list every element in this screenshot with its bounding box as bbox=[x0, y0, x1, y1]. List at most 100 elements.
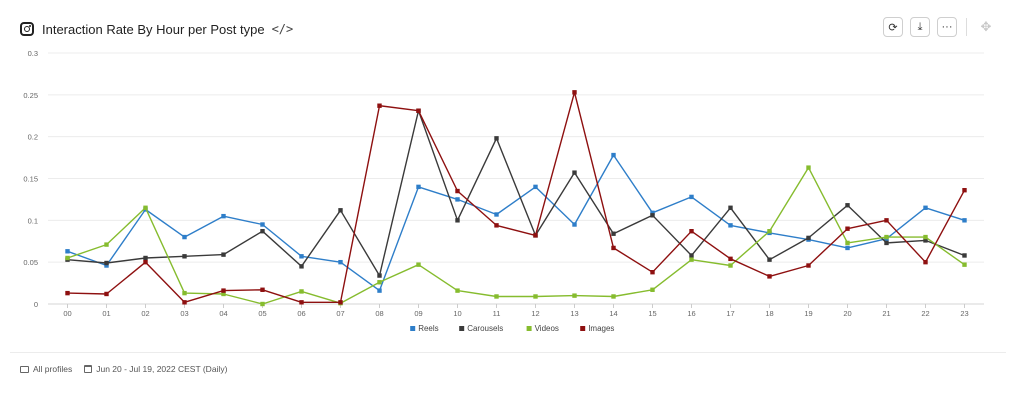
data-point[interactable] bbox=[611, 152, 616, 158]
data-point[interactable] bbox=[455, 188, 460, 194]
legend-item[interactable]: Images bbox=[580, 324, 614, 333]
data-point[interactable] bbox=[689, 253, 694, 258]
data-point[interactable] bbox=[65, 255, 70, 261]
data-point[interactable] bbox=[416, 108, 421, 113]
data-point[interactable] bbox=[533, 294, 538, 299]
data-point[interactable] bbox=[182, 300, 187, 305]
data-point[interactable] bbox=[806, 235, 811, 241]
data-point[interactable] bbox=[767, 229, 772, 234]
data-point[interactable] bbox=[767, 274, 772, 279]
data-point[interactable] bbox=[806, 165, 811, 170]
data-point[interactable] bbox=[182, 234, 187, 240]
data-point[interactable] bbox=[611, 294, 616, 299]
data-point[interactable] bbox=[143, 255, 148, 261]
data-point[interactable] bbox=[728, 263, 733, 268]
data-point[interactable] bbox=[689, 229, 694, 234]
data-point[interactable] bbox=[962, 218, 967, 223]
data-point[interactable] bbox=[221, 213, 226, 219]
data-point[interactable] bbox=[494, 212, 499, 217]
data-point[interactable] bbox=[884, 234, 889, 240]
data-point[interactable] bbox=[572, 293, 577, 298]
data-point[interactable] bbox=[845, 245, 850, 251]
data-point[interactable] bbox=[455, 197, 460, 202]
data-point[interactable] bbox=[494, 294, 499, 299]
data-point[interactable] bbox=[65, 290, 70, 296]
data-point[interactable] bbox=[884, 218, 889, 223]
data-point[interactable] bbox=[104, 260, 109, 266]
drag-handle[interactable]: ✥ bbox=[976, 17, 996, 37]
data-point[interactable] bbox=[923, 205, 928, 210]
data-point[interactable] bbox=[104, 242, 109, 247]
data-point[interactable] bbox=[650, 287, 655, 292]
data-point[interactable] bbox=[182, 290, 187, 296]
data-point[interactable] bbox=[728, 205, 733, 210]
data-point[interactable] bbox=[884, 240, 889, 246]
download-button[interactable]: ⤓ bbox=[910, 17, 930, 37]
data-point[interactable] bbox=[962, 188, 967, 193]
data-point[interactable] bbox=[260, 222, 265, 227]
data-point[interactable] bbox=[260, 301, 265, 307]
data-point[interactable] bbox=[299, 289, 304, 294]
legend-item[interactable]: Carousels bbox=[459, 324, 503, 333]
data-point[interactable] bbox=[260, 229, 265, 234]
more-button[interactable]: ··· bbox=[937, 17, 957, 37]
data-point[interactable] bbox=[221, 252, 226, 257]
data-point[interactable] bbox=[689, 257, 694, 262]
data-point[interactable] bbox=[455, 288, 460, 293]
data-point[interactable] bbox=[728, 223, 733, 228]
data-point[interactable] bbox=[338, 300, 343, 305]
widget-footer: All profiles Jun 20 - Jul 19, 2022 CEST … bbox=[20, 364, 227, 374]
data-point[interactable] bbox=[845, 240, 850, 246]
data-point[interactable] bbox=[377, 280, 382, 285]
data-point[interactable] bbox=[338, 208, 343, 213]
data-point[interactable] bbox=[533, 184, 538, 190]
data-point[interactable] bbox=[377, 288, 382, 293]
data-point[interactable] bbox=[221, 291, 226, 297]
data-point[interactable] bbox=[494, 223, 499, 228]
data-point[interactable] bbox=[572, 222, 577, 227]
data-point[interactable] bbox=[377, 273, 382, 278]
data-point[interactable] bbox=[338, 259, 343, 265]
data-point[interactable] bbox=[611, 245, 616, 251]
refresh-button[interactable]: ⟳ bbox=[883, 17, 903, 37]
data-point[interactable] bbox=[689, 194, 694, 200]
data-point[interactable] bbox=[728, 256, 733, 262]
data-point[interactable] bbox=[221, 288, 226, 293]
data-point[interactable] bbox=[806, 263, 811, 268]
data-point[interactable] bbox=[923, 234, 928, 240]
date-range-label[interactable]: Jun 20 - Jul 19, 2022 CEST (Daily) bbox=[96, 364, 228, 374]
data-point[interactable] bbox=[611, 231, 616, 236]
data-point[interactable] bbox=[416, 262, 421, 267]
profiles-label[interactable]: All profiles bbox=[33, 364, 73, 374]
data-point[interactable] bbox=[962, 262, 967, 267]
legend-item[interactable]: Reels bbox=[410, 324, 439, 333]
data-point[interactable] bbox=[494, 136, 499, 141]
data-point[interactable] bbox=[299, 300, 304, 305]
data-point[interactable] bbox=[650, 210, 655, 216]
data-point[interactable] bbox=[299, 254, 304, 259]
data-point[interactable] bbox=[962, 253, 967, 258]
data-point[interactable] bbox=[260, 287, 265, 292]
data-point[interactable] bbox=[455, 218, 460, 223]
data-point[interactable] bbox=[416, 184, 421, 190]
data-point[interactable] bbox=[923, 238, 928, 243]
data-point[interactable] bbox=[767, 257, 772, 262]
data-point[interactable] bbox=[143, 205, 148, 210]
data-point[interactable] bbox=[104, 263, 109, 268]
data-point[interactable] bbox=[104, 291, 109, 297]
legend-item[interactable]: Videos bbox=[526, 324, 559, 333]
data-point[interactable] bbox=[143, 259, 148, 265]
code-icon[interactable]: </> bbox=[271, 22, 294, 36]
data-point[interactable] bbox=[65, 249, 70, 254]
data-point[interactable] bbox=[572, 90, 577, 95]
data-point[interactable] bbox=[845, 203, 850, 208]
data-point[interactable] bbox=[182, 254, 187, 259]
data-point[interactable] bbox=[650, 213, 655, 218]
data-point[interactable] bbox=[572, 170, 577, 175]
data-point[interactable] bbox=[923, 259, 928, 265]
data-point[interactable] bbox=[845, 226, 850, 231]
data-point[interactable] bbox=[650, 270, 655, 275]
data-point[interactable] bbox=[533, 233, 538, 238]
data-point[interactable] bbox=[377, 103, 382, 108]
data-point[interactable] bbox=[299, 264, 304, 269]
